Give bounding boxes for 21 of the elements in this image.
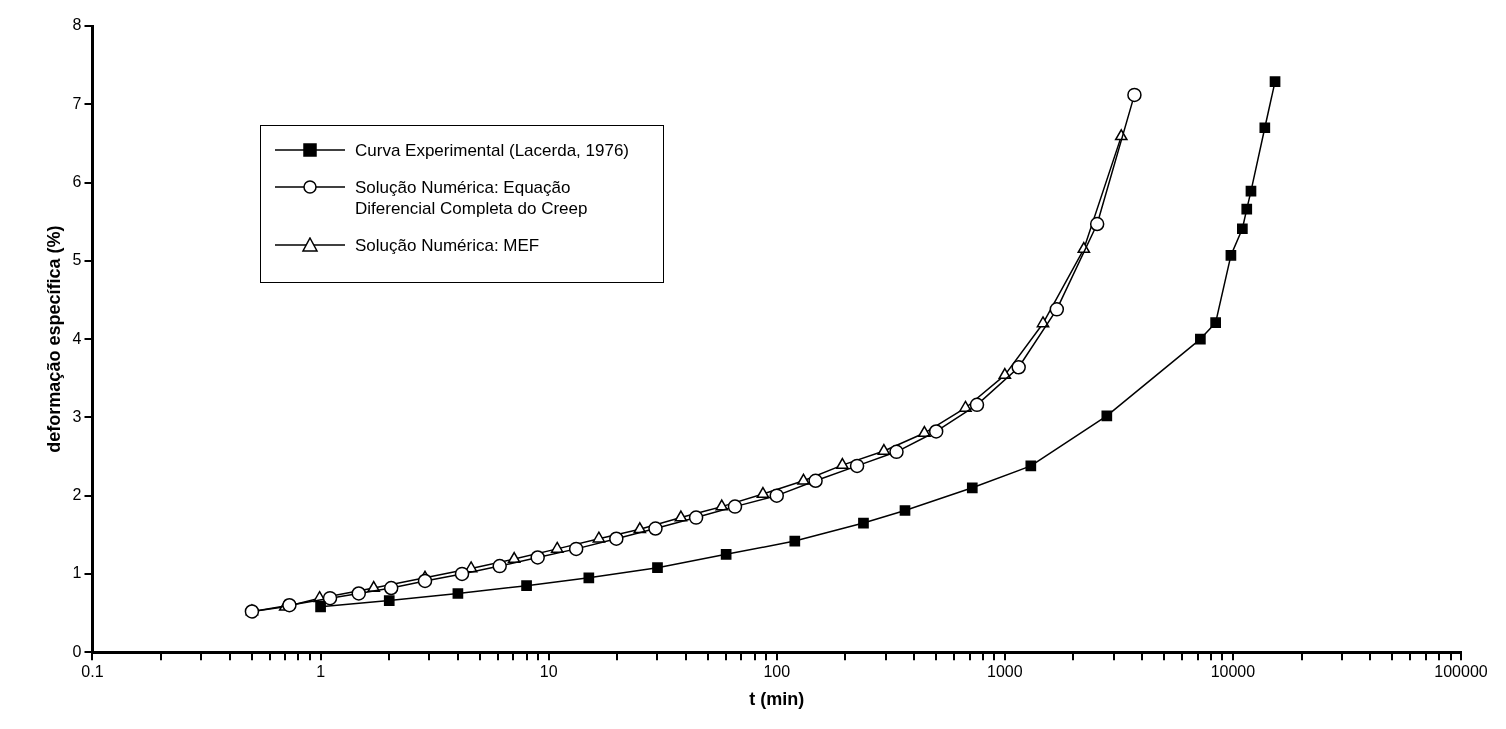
y-tick-label: 8 — [72, 16, 82, 34]
x-tick-label: 1 — [316, 663, 326, 681]
y-tick-label: 5 — [72, 251, 82, 269]
y-tick-label: 7 — [72, 94, 82, 112]
y-axis-title: deformação específica (%) — [43, 225, 64, 453]
x-tick-label: 10000 — [1210, 663, 1256, 681]
x-tick-label: 1000 — [987, 663, 1023, 681]
legend-label: Solução Numérica: Equação Diferencial Completa do Creep — [355, 177, 589, 219]
x-tick-label: 0.1 — [81, 663, 104, 681]
y-tick-label: 2 — [72, 486, 82, 504]
legend-label: Solução Numérica: MEF — [355, 235, 541, 256]
x-tick-label: 100 — [763, 663, 791, 681]
y-tick-label: 4 — [72, 329, 82, 347]
legend-label: Curva Experimental (Lacerda, 1976) — [355, 140, 631, 161]
x-axis-title: t (min) — [749, 689, 805, 710]
x-tick-label: 100000 — [1434, 663, 1488, 681]
y-tick-label: 6 — [72, 172, 82, 190]
x-tick-label: 10 — [539, 663, 558, 681]
y-tick-label: 3 — [72, 407, 82, 425]
y-tick-label: 0 — [72, 642, 82, 660]
y-tick-label: 1 — [72, 564, 82, 582]
